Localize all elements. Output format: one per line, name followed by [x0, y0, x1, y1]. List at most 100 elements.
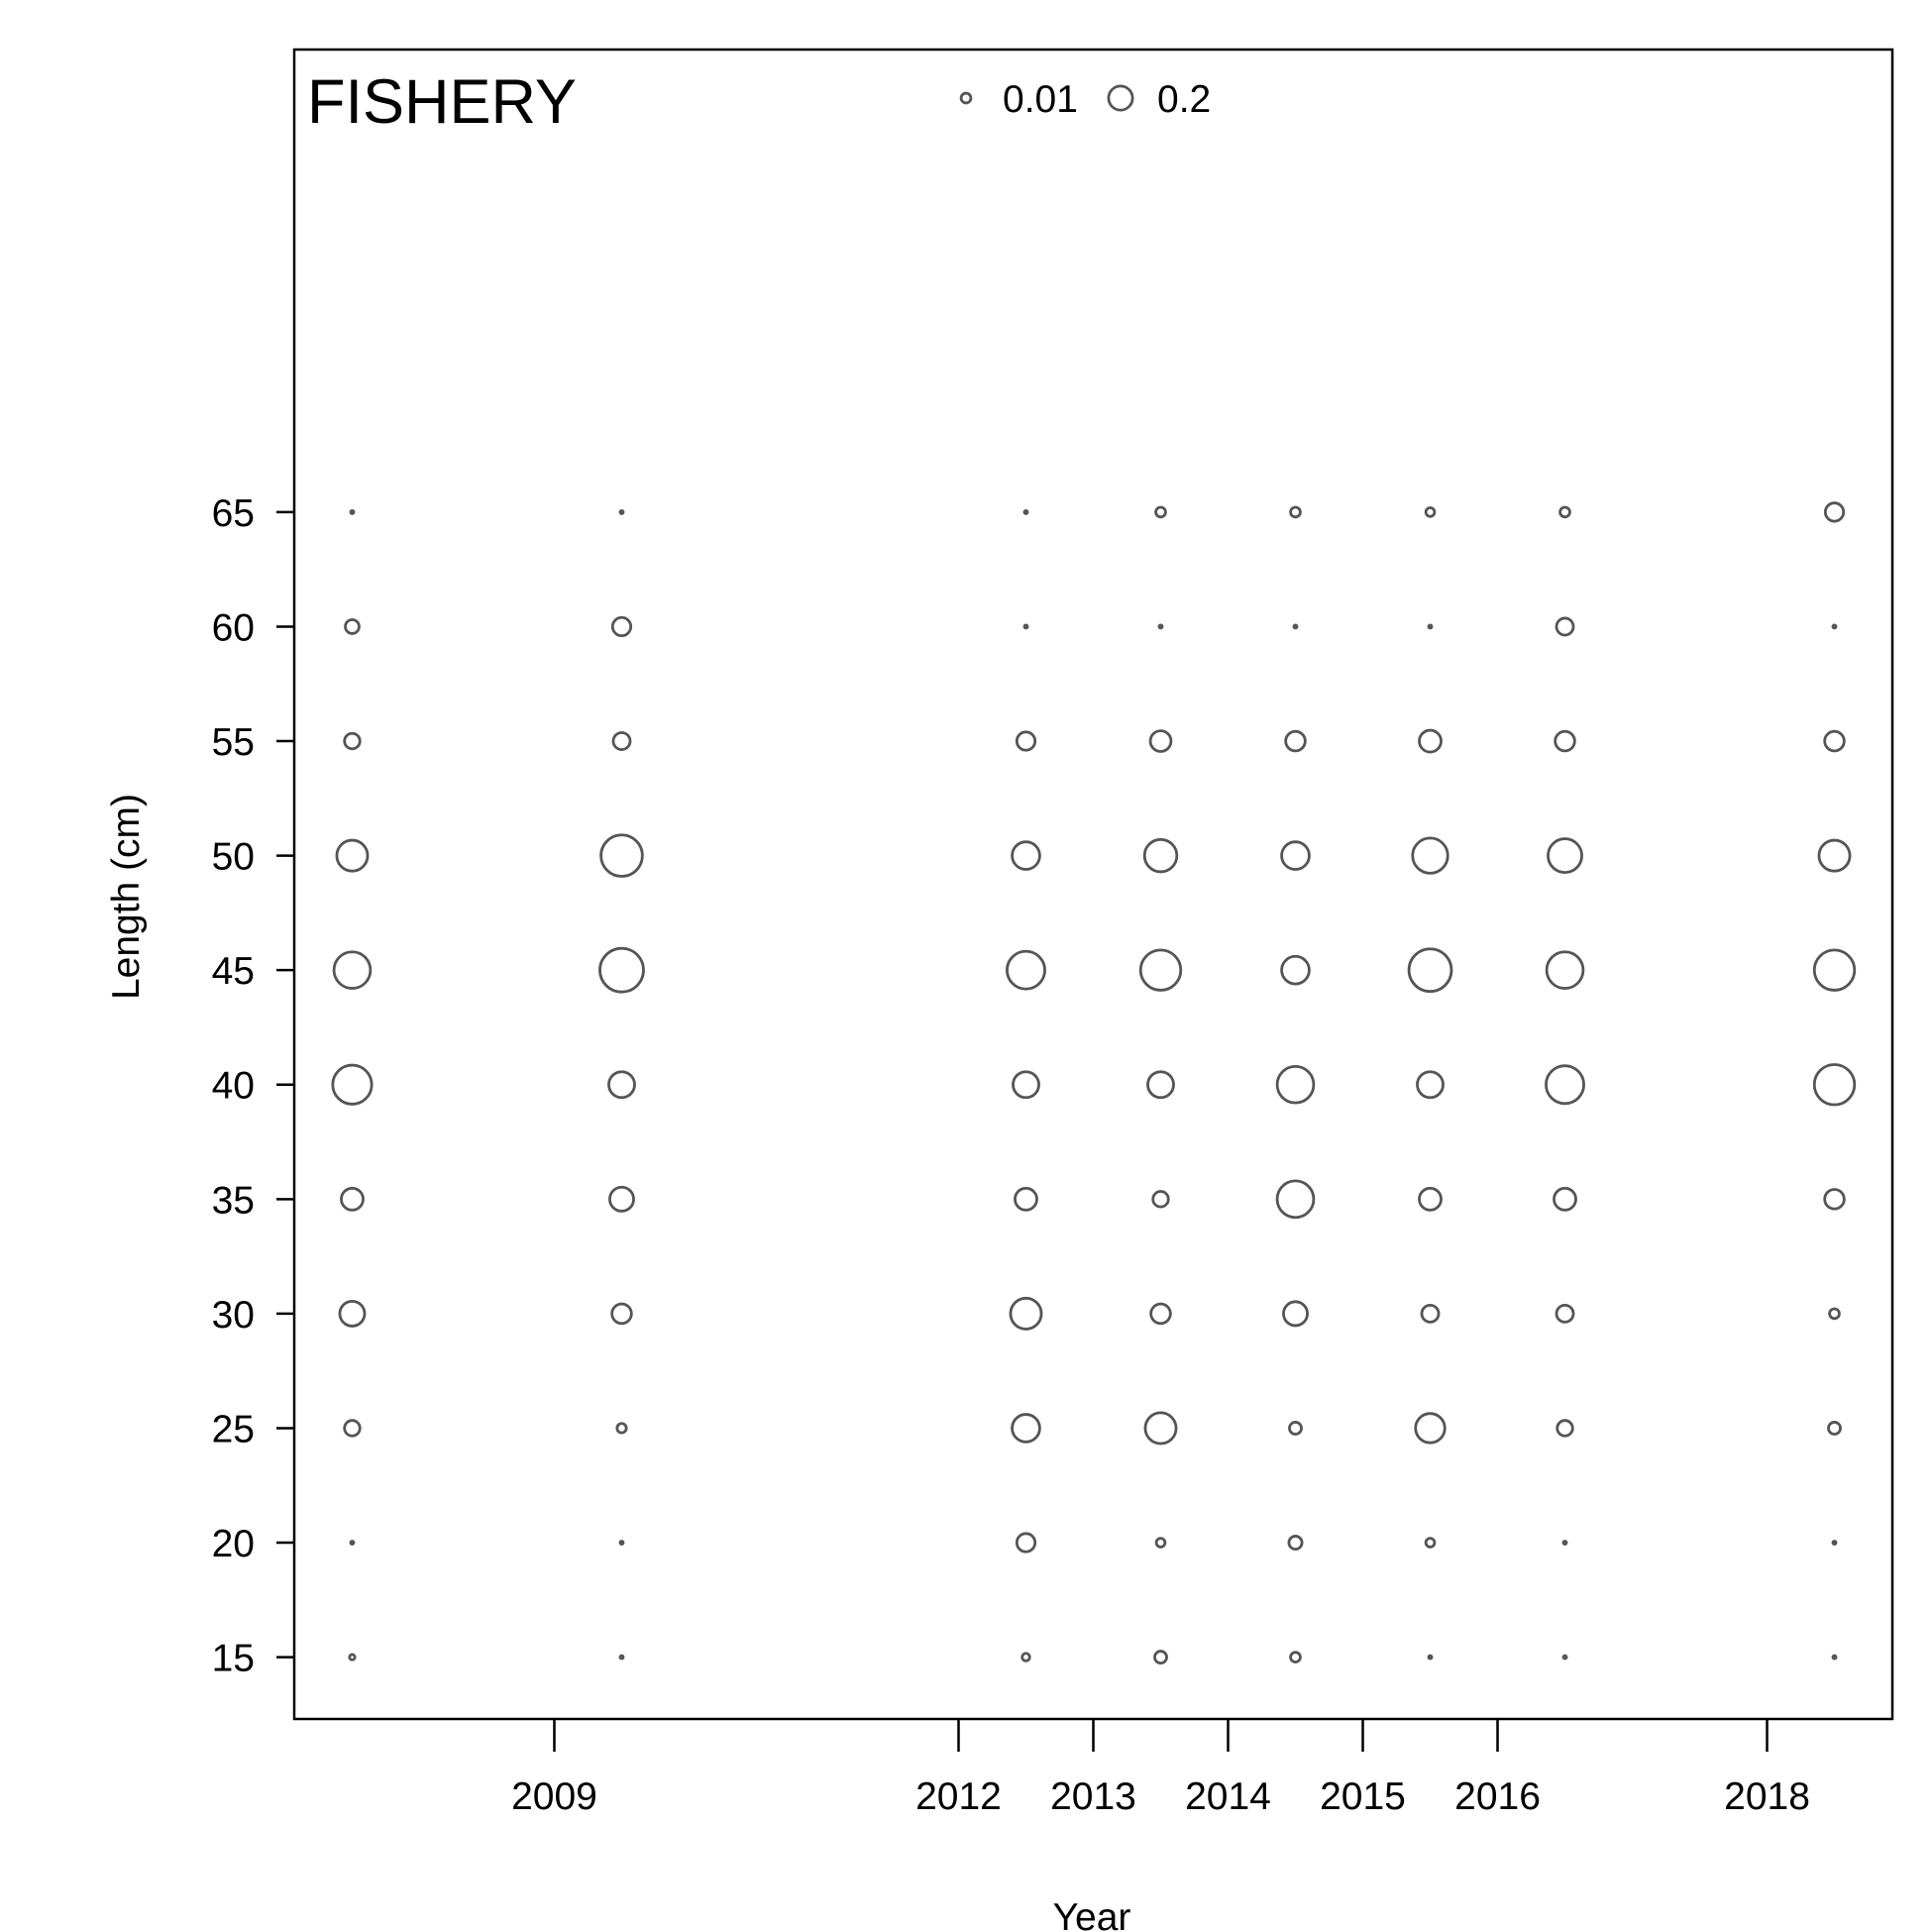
y-tick-label: 25	[212, 1408, 255, 1450]
plot-frame	[292, 48, 1894, 1721]
bubble-point	[607, 1070, 636, 1100]
x-tick-label: 2009	[511, 1775, 597, 1818]
x-tick-label: 2013	[1050, 1775, 1136, 1818]
bubble-point	[1282, 1300, 1309, 1328]
bubble-point	[1545, 1064, 1585, 1106]
bubble-point	[1022, 623, 1029, 630]
bubble-point	[1411, 836, 1449, 875]
bubble-point	[1020, 1652, 1031, 1663]
bubble-point	[1827, 1421, 1842, 1436]
bubble-point	[1831, 623, 1838, 630]
y-tick-label: 60	[212, 606, 255, 649]
bubble-point	[1292, 623, 1299, 630]
bubble-point	[1418, 728, 1443, 754]
x-axis: 2009 2012 2013 2014 2015 2016 2018	[511, 1719, 1810, 1818]
legend-label-large: 0.2	[1157, 78, 1211, 121]
bubble-point	[1427, 1654, 1434, 1661]
bubble-point	[1011, 1413, 1041, 1444]
bubble-point	[1427, 623, 1434, 630]
bubble-point	[1142, 837, 1179, 874]
bubble-point	[1288, 1421, 1303, 1436]
bubble-point	[349, 1540, 356, 1546]
bubble-point	[349, 508, 356, 515]
legend-bubble-large	[1107, 84, 1134, 112]
bubble-point	[1823, 729, 1846, 753]
bubble-point	[1009, 1296, 1043, 1331]
bubble-point	[1831, 1540, 1838, 1546]
bubble-point	[1558, 505, 1571, 519]
bubble-point	[1014, 1186, 1038, 1212]
bubble-point	[1011, 840, 1041, 871]
bubble-point	[1275, 1179, 1316, 1220]
y-tick-label: 40	[212, 1065, 255, 1108]
bubble-point	[1407, 947, 1453, 994]
bubble-point	[1817, 838, 1852, 873]
bubble-point	[610, 1302, 633, 1326]
bubble-point	[618, 1540, 625, 1546]
bubble-point	[335, 838, 370, 873]
y-tick-label: 35	[212, 1179, 255, 1222]
bubble-point	[1812, 948, 1857, 992]
bubble-point	[1418, 1186, 1443, 1212]
bubbles	[331, 501, 1857, 1665]
bubble-point	[1831, 1654, 1838, 1661]
bubble-point	[1823, 501, 1846, 523]
bubble-point	[343, 731, 362, 751]
bubble-point	[1556, 1419, 1574, 1438]
y-tick-label: 55	[212, 721, 255, 764]
bubble-point	[343, 1419, 362, 1438]
bubble-point	[1554, 729, 1576, 753]
bubble-point	[1006, 949, 1046, 991]
bubble-point	[1154, 1537, 1167, 1549]
bubble-point	[1561, 1540, 1568, 1546]
bubble-point	[1416, 1070, 1445, 1100]
bubble-point	[338, 1299, 367, 1328]
bubble-point	[1420, 1303, 1441, 1324]
bubble-point	[1414, 1412, 1447, 1445]
x-tick-label: 2012	[915, 1775, 1002, 1818]
bubble-point	[1823, 1188, 1846, 1211]
bubble-point	[1284, 729, 1307, 753]
y-tick-label: 15	[212, 1638, 255, 1680]
x-tick-label: 2014	[1185, 1775, 1271, 1818]
bubble-point	[1154, 505, 1167, 519]
y-tick-label: 20	[212, 1523, 255, 1565]
y-tick-label: 30	[212, 1294, 255, 1337]
legend: 0.01 0.2	[959, 78, 1211, 121]
bubble-point	[1280, 954, 1311, 986]
bubble-point	[1149, 1302, 1172, 1326]
bubble-point	[608, 1185, 635, 1213]
bubble-point	[1555, 616, 1575, 637]
y-axis: 15 20 25 30 35 40 45 50 55 60 65	[212, 492, 294, 1680]
bubble-point	[1143, 1411, 1178, 1446]
bubble-point	[615, 1422, 628, 1435]
bubble-point	[1280, 840, 1311, 871]
bubble-point	[1151, 1190, 1170, 1209]
x-tick-label: 2018	[1724, 1775, 1810, 1818]
bubble-point	[332, 950, 373, 990]
bubble-point	[1289, 505, 1302, 519]
bubble-point	[618, 1654, 625, 1661]
y-tick-label: 45	[212, 950, 255, 993]
panel-label: FISHERY	[307, 67, 577, 137]
bubble-point	[1138, 948, 1183, 992]
bubble-point	[611, 731, 632, 751]
bubble-point	[1012, 1070, 1040, 1100]
bubble-point	[1148, 729, 1173, 753]
bubble-point	[340, 1186, 365, 1212]
bubble-point	[1424, 506, 1437, 518]
bubble-point	[331, 1063, 374, 1106]
bubble-point	[1555, 1303, 1575, 1324]
bubble-point	[1545, 950, 1585, 990]
bubble-point	[1553, 1186, 1577, 1212]
y-tick-label: 65	[212, 492, 255, 535]
bubble-point	[610, 615, 633, 638]
bubble-point	[1275, 1064, 1316, 1105]
legend-label-small: 0.01	[1003, 78, 1078, 121]
x-axis-title: Year	[1053, 1896, 1131, 1932]
bubble-point	[344, 618, 361, 635]
bubble-point	[348, 1653, 357, 1662]
bubble-point	[1287, 1535, 1304, 1552]
x-tick-label: 2016	[1454, 1775, 1541, 1818]
